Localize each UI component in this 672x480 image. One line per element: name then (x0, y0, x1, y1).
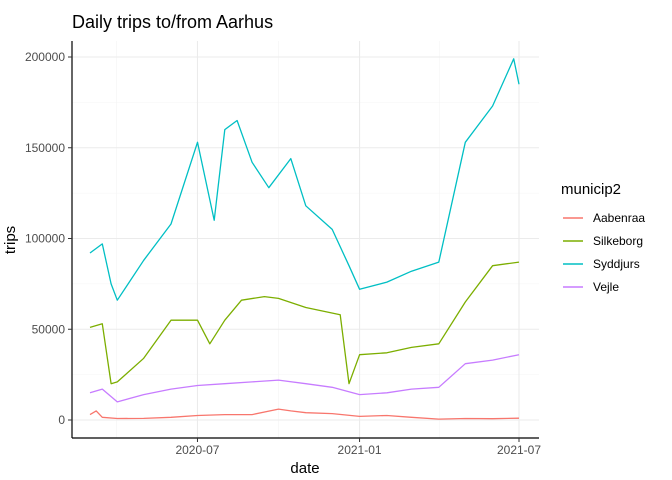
x-axis-title: date (290, 460, 319, 477)
series-line-vejle (89, 354, 520, 403)
legend-label: Silkeborg (593, 234, 643, 248)
x-tick-label: 2021-07 (497, 443, 541, 457)
series-line-silkeborg (89, 261, 520, 385)
chart-title: Daily trips to/from Aarhus (72, 12, 273, 32)
x-tick-label: 2020-07 (175, 443, 219, 457)
y-tick-label: 200000 (25, 50, 65, 64)
axes (71, 41, 539, 439)
y-axis-title: trips (2, 226, 19, 254)
y-tick-label: 0 (58, 413, 65, 427)
series-lines (89, 58, 520, 420)
plot-grid (72, 41, 539, 438)
series-line-syddjurs (89, 58, 520, 301)
y-tick-label: 150000 (25, 141, 65, 155)
series-line-aabenraa (89, 408, 520, 420)
x-axis-ticks: 2020-07 2021-01 2021-07 (175, 438, 541, 457)
y-tick-label: 50000 (32, 322, 66, 336)
legend-title: municip2 (561, 181, 621, 198)
legend-label: Syddjurs (593, 257, 640, 271)
legend: municip2 Aabenraa Silkeborg Syddjurs Vejle (561, 181, 645, 294)
y-tick-label: 100000 (25, 232, 65, 246)
x-tick-label: 2021-01 (338, 443, 382, 457)
legend-items: Aabenraa Silkeborg Syddjurs Vejle (563, 211, 645, 294)
y-axis-ticks: 0 50000 100000 150000 200000 (25, 50, 72, 427)
legend-label: Vejle (593, 280, 619, 294)
legend-label: Aabenraa (593, 211, 645, 225)
